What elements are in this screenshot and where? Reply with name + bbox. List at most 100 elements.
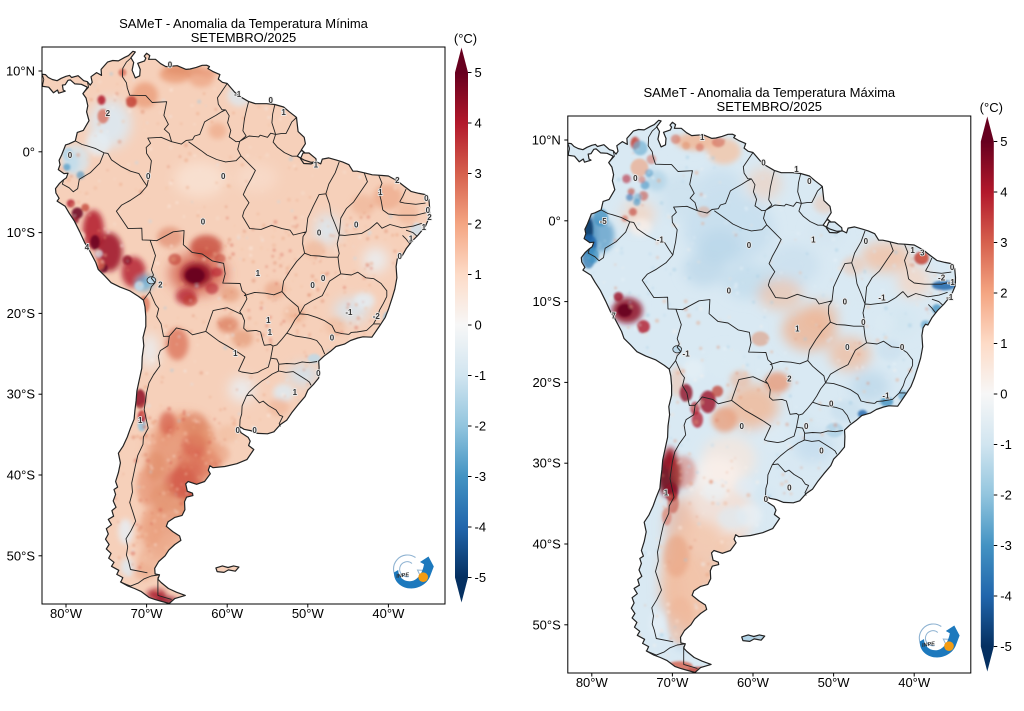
svg-text:-2: -2 [373,312,381,321]
svg-text:0: 0 [221,172,226,181]
svg-text:0: 0 [330,334,335,343]
svg-text:-2: -2 [1000,488,1012,503]
svg-text:1: 1 [409,234,414,243]
svg-text:1: 1 [1000,336,1007,351]
svg-text:5: 5 [475,65,482,80]
svg-text:70°W: 70°W [131,606,164,621]
svg-text:1: 1 [475,267,482,282]
svg-text:0: 0 [475,318,482,333]
svg-text:0: 0 [316,369,321,378]
svg-text:SETEMBRO/2025: SETEMBRO/2025 [191,30,297,45]
svg-text:1: 1 [794,165,799,174]
svg-text:0: 0 [819,446,824,455]
svg-text:-1: -1 [948,278,956,287]
svg-text:1: 1 [138,416,143,425]
svg-text:20°S: 20°S [532,375,561,390]
svg-text:-1: -1 [1000,437,1012,452]
svg-text:50°S: 50°S [7,548,36,563]
svg-text:-4: -4 [1000,589,1012,604]
svg-text:1: 1 [795,324,800,333]
svg-text:INPE: INPE [922,641,936,649]
svg-text:-3: -3 [475,469,487,484]
svg-text:80°W: 80°W [50,606,83,621]
svg-text:0: 0 [424,194,429,203]
svg-text:40°W: 40°W [898,675,931,690]
svg-text:0: 0 [146,172,151,181]
svg-text:0: 0 [864,237,869,246]
svg-text:60°W: 60°W [737,675,770,690]
svg-text:-5: -5 [1000,639,1012,654]
svg-text:0: 0 [252,426,257,435]
svg-text:0: 0 [201,217,206,226]
svg-text:1: 1 [422,223,427,232]
svg-text:(°C): (°C) [980,100,1003,115]
svg-text:20°S: 20°S [7,306,36,321]
svg-text:-3: -3 [1000,538,1012,553]
svg-text:1: 1 [664,488,669,497]
svg-text:50°W: 50°W [818,675,851,690]
svg-text:0: 0 [761,159,766,168]
svg-text:1: 1 [233,349,238,358]
svg-text:-2: -2 [475,419,487,434]
svg-text:0: 0 [426,206,431,215]
svg-text:4: 4 [85,243,90,252]
svg-text:0: 0 [397,252,402,261]
svg-text:0: 0 [787,483,792,492]
svg-text:1: 1 [281,108,286,117]
svg-text:70°W: 70°W [656,675,689,690]
svg-text:0: 0 [804,422,809,431]
svg-text:10°S: 10°S [532,294,561,309]
svg-text:10°N: 10°N [6,64,35,79]
svg-text:-1: -1 [657,235,665,244]
svg-text:0: 0 [68,151,73,160]
svg-text:1: 1 [293,388,298,397]
svg-text:0: 0 [739,422,744,431]
svg-text:2: 2 [158,280,163,289]
svg-text:-1: -1 [345,308,353,317]
svg-text:0: 0 [317,229,322,238]
svg-text:0: 0 [747,241,752,250]
svg-text:80°W: 80°W [576,675,609,690]
svg-text:-1: -1 [683,349,691,358]
svg-text:7: 7 [611,311,616,320]
svg-text:0: 0 [861,318,866,327]
svg-text:0: 0 [807,177,812,186]
svg-text:1: 1 [256,269,261,278]
svg-text:4: 4 [475,116,482,131]
svg-text:40°W: 40°W [372,606,405,621]
svg-text:-2: -2 [938,273,946,282]
svg-text:3: 3 [475,166,482,181]
svg-text:0: 0 [843,298,848,307]
svg-text:0: 0 [1000,387,1007,402]
svg-text:2: 2 [787,374,792,383]
svg-text:0: 0 [321,274,326,283]
svg-text:0: 0 [829,399,834,408]
svg-text:SAMeT - Anomalia da Temperatur: SAMeT - Anomalia da Temperatura Mínima [119,16,369,31]
svg-text:-5: -5 [475,570,487,585]
svg-text:1: 1 [910,246,915,255]
svg-text:10°S: 10°S [7,225,36,240]
svg-text:0: 0 [633,174,638,183]
svg-text:40°S: 40°S [532,537,561,552]
svg-text:0: 0 [168,61,173,70]
svg-text:0: 0 [764,495,769,504]
svg-text:3: 3 [1000,235,1007,250]
svg-text:2: 2 [427,213,432,222]
svg-text:-1: -1 [946,293,954,302]
svg-text:-1: -1 [234,90,242,99]
svg-text:0: 0 [268,96,273,105]
svg-text:2: 2 [1000,286,1007,301]
svg-text:10°N: 10°N [532,133,561,148]
svg-text:30°S: 30°S [532,456,561,471]
svg-text:3: 3 [920,248,925,257]
svg-text:0: 0 [950,263,955,272]
svg-text:0: 0 [235,426,240,435]
svg-text:2: 2 [395,176,400,185]
svg-text:0°: 0° [548,213,560,228]
svg-text:0: 0 [727,286,732,295]
svg-text:0: 0 [900,343,905,352]
svg-text:0°: 0° [23,144,35,159]
svg-text:SETEMBRO/2025: SETEMBRO/2025 [717,99,823,114]
svg-text:4: 4 [1000,185,1007,200]
svg-text:-4: -4 [475,520,487,535]
